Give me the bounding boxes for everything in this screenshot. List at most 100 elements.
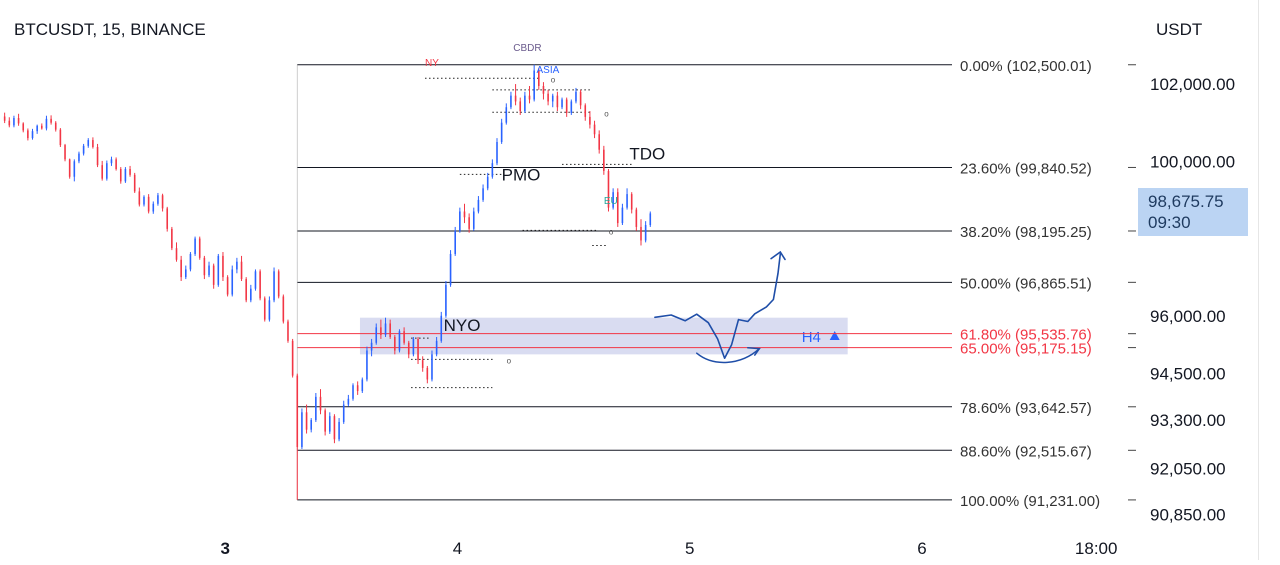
candle-down bbox=[203, 257, 206, 276]
candle-up bbox=[347, 398, 350, 405]
candle-up bbox=[524, 95, 526, 112]
candle-down bbox=[603, 149, 605, 171]
candle-down bbox=[542, 85, 545, 94]
candle-up bbox=[36, 125, 38, 132]
candle-down bbox=[598, 134, 600, 150]
candle-down bbox=[92, 140, 94, 148]
candle-up bbox=[194, 238, 196, 254]
candle-down bbox=[3, 116, 6, 121]
candle-down bbox=[277, 271, 280, 297]
candle-down bbox=[426, 367, 429, 380]
candle-up bbox=[482, 188, 484, 200]
candle-up bbox=[412, 338, 415, 355]
candle-down bbox=[64, 145, 66, 160]
candle-up bbox=[73, 161, 76, 177]
candle-up bbox=[445, 284, 447, 316]
candle-up bbox=[315, 396, 317, 421]
candle-down bbox=[403, 331, 405, 343]
candle-up bbox=[352, 385, 354, 399]
candle-up bbox=[110, 159, 113, 164]
candle-down bbox=[579, 91, 582, 106]
candle-up bbox=[250, 288, 252, 301]
candle-up bbox=[231, 269, 234, 295]
candle-up bbox=[45, 118, 48, 129]
candle-up bbox=[78, 153, 80, 162]
curve-arrow bbox=[695, 347, 761, 364]
candle-up bbox=[87, 140, 90, 146]
candle-up bbox=[459, 211, 461, 231]
candle-down bbox=[166, 208, 169, 229]
candle-down bbox=[421, 360, 424, 368]
candle-down bbox=[27, 130, 29, 139]
session-level-marker: o bbox=[609, 227, 614, 236]
y-tick-label: 100,000.00 bbox=[1150, 152, 1235, 171]
candle-down bbox=[287, 321, 289, 341]
candle-up bbox=[649, 213, 652, 226]
session-level-marker: o bbox=[604, 109, 609, 118]
x-tick-label: 18:00 bbox=[1075, 539, 1118, 558]
h4-zone bbox=[359, 317, 848, 355]
candle-up bbox=[500, 122, 503, 142]
candle-down bbox=[263, 298, 266, 320]
candle-down bbox=[161, 195, 164, 209]
candle-up bbox=[551, 95, 554, 102]
candle-up bbox=[575, 91, 577, 102]
candle-down bbox=[101, 165, 103, 179]
fib-level-label: 50.00% (96,865.51) bbox=[960, 275, 1092, 292]
price-axis-currency: USDT bbox=[1156, 20, 1203, 39]
candle-up bbox=[435, 340, 438, 355]
last-price-badge: 98,675.75 09:30 bbox=[1138, 188, 1248, 236]
candle-up bbox=[217, 255, 220, 285]
candle-up bbox=[328, 416, 331, 432]
candle-down bbox=[133, 174, 136, 192]
candle-down bbox=[59, 129, 62, 146]
curve-arrow-head bbox=[747, 347, 761, 356]
candle-up bbox=[621, 207, 624, 224]
candle-down bbox=[528, 95, 531, 100]
candle-up bbox=[612, 192, 614, 208]
y-tick-label: 94,500.00 bbox=[1150, 365, 1226, 384]
candle-up bbox=[13, 118, 15, 126]
candle-up bbox=[268, 300, 271, 320]
candle-up bbox=[361, 379, 364, 392]
candle-up bbox=[384, 323, 387, 336]
chart-annotation: TDO bbox=[629, 144, 665, 163]
candle-up bbox=[496, 141, 498, 164]
candle-up bbox=[570, 101, 573, 114]
x-tick-label: 6 bbox=[917, 539, 926, 558]
candle-up bbox=[375, 327, 378, 343]
candle-down bbox=[333, 416, 336, 440]
candle-down bbox=[175, 248, 178, 260]
candle-down bbox=[226, 277, 229, 295]
chart-annotation: EU bbox=[604, 196, 618, 207]
candle-up bbox=[454, 230, 456, 254]
candle-up bbox=[189, 253, 192, 270]
fib-level-label: 100.00% (91,231.00) bbox=[960, 493, 1100, 510]
candle-up bbox=[342, 404, 345, 422]
candle-up bbox=[477, 199, 480, 212]
chart-annotation: NY bbox=[425, 58, 439, 69]
projection-arrow-head bbox=[770, 250, 786, 261]
candle-down bbox=[463, 211, 466, 218]
candle-down bbox=[8, 120, 11, 126]
projection-path bbox=[654, 253, 782, 359]
candle-down bbox=[380, 327, 382, 336]
candle-down bbox=[17, 118, 20, 124]
candle-down bbox=[259, 271, 261, 299]
fib-level-label: 23.60% (99,840.52) bbox=[960, 160, 1092, 177]
candle-up bbox=[143, 196, 145, 205]
candle-up bbox=[184, 269, 187, 278]
candle-down bbox=[222, 255, 224, 278]
candle-down bbox=[296, 375, 299, 448]
candle-down bbox=[245, 279, 247, 301]
candle-up bbox=[82, 145, 85, 154]
y-tick-label: 90,850.00 bbox=[1150, 506, 1226, 525]
candle-down bbox=[50, 118, 52, 123]
x-tick-label: 3 bbox=[221, 539, 230, 558]
candle-up bbox=[106, 163, 108, 179]
fib-level-label: 38.20% (98,195.25) bbox=[960, 224, 1092, 241]
candle-down bbox=[616, 192, 619, 224]
fib-level-label: 65.00% (95,175.15) bbox=[960, 341, 1092, 358]
